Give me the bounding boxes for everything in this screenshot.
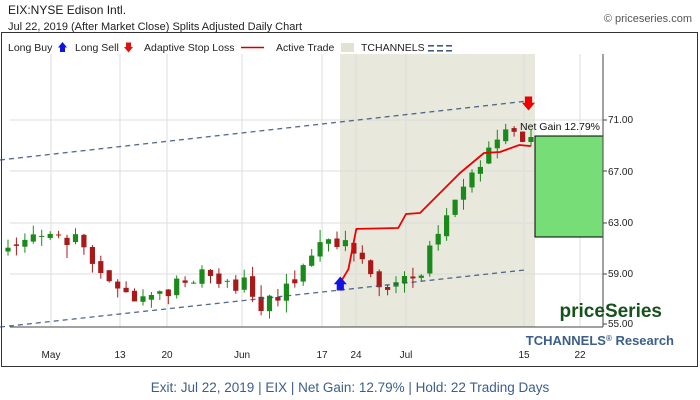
svg-text:24: 24	[350, 350, 362, 361]
svg-text:59.00: 59.00	[608, 269, 633, 280]
svg-text:Net Gain 12.79%: Net Gain 12.79%	[520, 121, 600, 133]
svg-text:May: May	[42, 350, 61, 361]
svg-text:17: 17	[316, 350, 328, 361]
svg-text:EIX:NYSE Edison Intl.: EIX:NYSE Edison Intl.	[8, 3, 126, 17]
svg-text:TCHANNELS® Research: TCHANNELS® Research	[526, 333, 674, 348]
svg-text:Exit: Jul 22, 2019 | EIX | Net: Exit: Jul 22, 2019 | EIX | Net Gain: 12.…	[151, 380, 550, 395]
svg-text:63.00: 63.00	[608, 218, 633, 229]
svg-text:15: 15	[518, 350, 530, 361]
svg-text:Adaptive Stop Loss: Adaptive Stop Loss	[144, 42, 234, 54]
svg-text:Long Sell: Long Sell	[75, 42, 119, 54]
svg-text:20: 20	[161, 350, 173, 361]
svg-text:67.00: 67.00	[608, 167, 633, 178]
svg-text:Jun: Jun	[234, 350, 250, 361]
svg-text:22: 22	[574, 350, 586, 361]
svg-text:Long Buy: Long Buy	[8, 42, 53, 54]
svg-text:TCHANNELS: TCHANNELS	[361, 42, 425, 54]
svg-text:Active Trade: Active Trade	[276, 42, 335, 54]
svg-text:13: 13	[114, 350, 126, 361]
svg-text:Jul: Jul	[400, 350, 413, 361]
svg-text:71.00: 71.00	[608, 115, 633, 126]
svg-text:priceSeries: priceSeries	[560, 301, 662, 322]
svg-text:Jul 22, 2019 (After Market Clo: Jul 22, 2019 (After Market Close) Splits…	[8, 21, 302, 33]
svg-text:© priceseries.com: © priceseries.com	[604, 13, 692, 25]
